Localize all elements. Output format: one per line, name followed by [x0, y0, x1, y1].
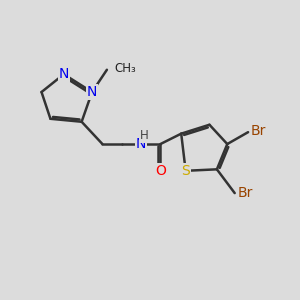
Text: Br: Br	[238, 186, 253, 200]
Text: H: H	[140, 129, 148, 142]
Text: CH₃: CH₃	[114, 62, 136, 75]
Text: Br: Br	[251, 124, 266, 138]
Text: N: N	[58, 67, 69, 81]
Text: S: S	[181, 164, 190, 178]
Text: O: O	[155, 164, 166, 178]
Text: N: N	[136, 137, 146, 151]
Text: N: N	[87, 85, 97, 99]
